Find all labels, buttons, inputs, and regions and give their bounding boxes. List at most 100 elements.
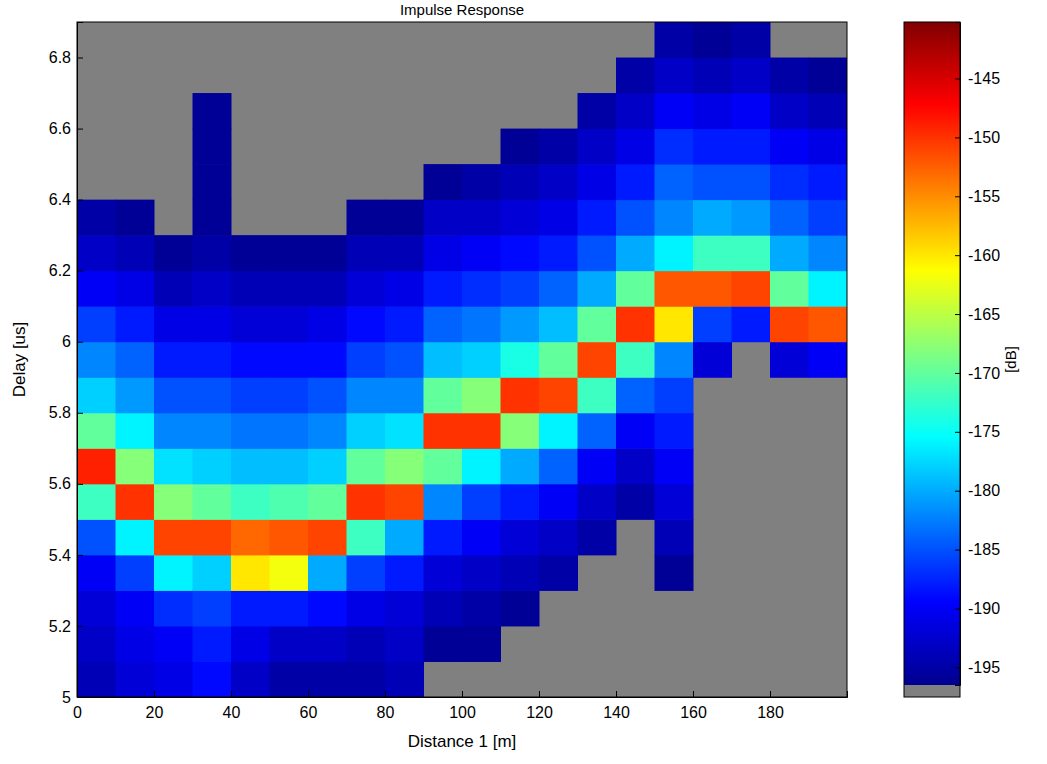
x-axis-line [78, 691, 848, 698]
cell [501, 164, 540, 200]
cell [693, 164, 732, 200]
cell [193, 413, 232, 449]
y-tick: 5.2 [49, 618, 83, 635]
cell [809, 235, 848, 271]
cell [655, 342, 694, 378]
colorbar: -145-150-155-160-165-170-175-180-185-190… [904, 22, 1019, 697]
cell [116, 661, 155, 697]
cell [308, 342, 347, 378]
cell [462, 590, 501, 626]
cell [655, 519, 694, 555]
cell [732, 129, 771, 165]
y-tick-label: 6.4 [49, 191, 71, 208]
cell [770, 129, 809, 165]
cell [809, 129, 848, 165]
cell [655, 129, 694, 165]
cell [385, 413, 424, 449]
y-tick-mark [77, 697, 83, 698]
cell [770, 93, 809, 129]
colorbar-tick-mark [955, 79, 960, 80]
cell [732, 93, 771, 129]
cell [424, 519, 463, 555]
cell [270, 590, 309, 626]
cell [347, 484, 386, 520]
cell [462, 342, 501, 378]
cell [539, 342, 578, 378]
x-tick-label: 120 [526, 704, 553, 721]
x-tick-mark [308, 691, 309, 697]
cell [385, 342, 424, 378]
cell [501, 271, 540, 307]
cell [655, 413, 694, 449]
cell [770, 342, 809, 378]
cell [193, 626, 232, 662]
cell [77, 448, 116, 484]
y-tick-mark [77, 200, 83, 201]
cell [539, 484, 578, 520]
x-tick-mark [616, 691, 617, 697]
colorbar-tick-mark [955, 550, 960, 551]
colorbar-tick-label: -195 [968, 659, 1000, 676]
cell [809, 93, 848, 129]
x-tick-label: 0 [73, 704, 82, 721]
cell [154, 555, 193, 591]
cell [347, 626, 386, 662]
cell [732, 22, 771, 58]
colorbar-tick-label: -180 [968, 482, 1000, 499]
colorbar-tick-mark [955, 491, 960, 492]
colorbar-tick: -160 [955, 247, 1000, 264]
cell [770, 271, 809, 307]
cell [308, 413, 347, 449]
cell [308, 590, 347, 626]
x-tick-mark [462, 691, 463, 697]
cell [193, 590, 232, 626]
cell [539, 164, 578, 200]
cell [77, 484, 116, 520]
cell [116, 448, 155, 484]
colorbar-frame [904, 22, 960, 697]
cell [578, 306, 617, 342]
cell [116, 590, 155, 626]
cell [732, 200, 771, 236]
cell [424, 306, 463, 342]
cell [539, 235, 578, 271]
cell [578, 129, 617, 165]
cell [77, 306, 116, 342]
y-tick-label: 5.8 [49, 404, 71, 421]
cell [616, 235, 655, 271]
cell [77, 235, 116, 271]
cell [501, 342, 540, 378]
cell [693, 342, 732, 378]
x-tick-label: 100 [449, 704, 476, 721]
colorbar-tick-mark [955, 667, 960, 668]
cell [809, 200, 848, 236]
cell [116, 235, 155, 271]
cell [116, 377, 155, 413]
y-tick: 5.4 [49, 547, 83, 564]
cell [231, 413, 270, 449]
cell [270, 377, 309, 413]
cell [462, 235, 501, 271]
cell [693, 306, 732, 342]
y-tick-label: 5.6 [49, 475, 71, 492]
cell [616, 306, 655, 342]
cell [193, 555, 232, 591]
y-tick: 6.2 [49, 262, 83, 279]
cell [462, 377, 501, 413]
x-tick-mark [770, 691, 771, 697]
colorbar-tick-mark [955, 373, 960, 374]
cell [193, 448, 232, 484]
cell [193, 129, 232, 165]
colorbar-tick: -155 [955, 188, 1000, 205]
cell [308, 235, 347, 271]
x-tick-label: 160 [680, 704, 707, 721]
cell [578, 271, 617, 307]
cell [154, 413, 193, 449]
cell [154, 590, 193, 626]
cell [578, 413, 617, 449]
cell [308, 271, 347, 307]
cell [154, 448, 193, 484]
cell [116, 519, 155, 555]
x-tick: 120 [526, 691, 553, 721]
cell [193, 306, 232, 342]
